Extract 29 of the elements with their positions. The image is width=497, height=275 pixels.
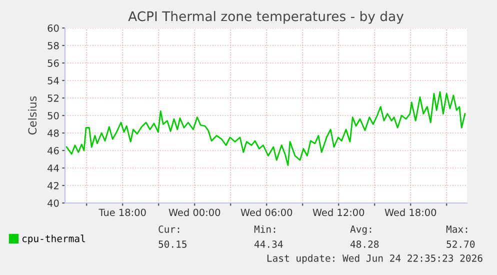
text: Cur: — [158, 225, 180, 233]
y-tick-label: 46 — [48, 146, 59, 154]
x-tick-label: Wed 12:00 — [312, 208, 364, 216]
x-tick-label: Wed 06:00 — [240, 208, 292, 216]
y-tick-label: 50 — [48, 112, 59, 120]
y-tick-label: 40 — [48, 199, 59, 207]
y-tick-label: 54 — [48, 77, 59, 84]
y-tick-label: 48 — [48, 129, 59, 137]
x-tick-label: Wed 18:00 — [384, 208, 436, 216]
chart-title: ACPI Thermal zone temperatures - by day — [128, 11, 404, 24]
x-tick-label: Tue 18:00 — [98, 208, 146, 216]
text: 48.28 — [350, 240, 379, 248]
x-tick-label: Wed 00:00 — [168, 208, 220, 216]
text: 50.15 — [158, 240, 186, 248]
legend-label: cpu-thermal — [22, 234, 85, 244]
y-axis-title: Celsius — [28, 96, 37, 135]
y-tick-label: 60 — [48, 24, 59, 32]
text: 44.34 — [254, 240, 283, 248]
y-tick-label: 58 — [48, 42, 59, 50]
y-tick-label: 56 — [48, 59, 59, 67]
text: Avg: — [350, 226, 372, 235]
text: Last update: Wed Jun 24 22:35:23 2026 — [267, 254, 482, 264]
y-tick-label: 42 — [48, 182, 58, 190]
text: Min: — [254, 225, 276, 233]
y-tick-label: 52 — [48, 94, 58, 102]
y-tick-label: 44 — [48, 164, 59, 172]
text: Max: — [446, 226, 468, 233]
text: 52.70 — [446, 240, 475, 248]
line-series — [66, 91, 466, 166]
